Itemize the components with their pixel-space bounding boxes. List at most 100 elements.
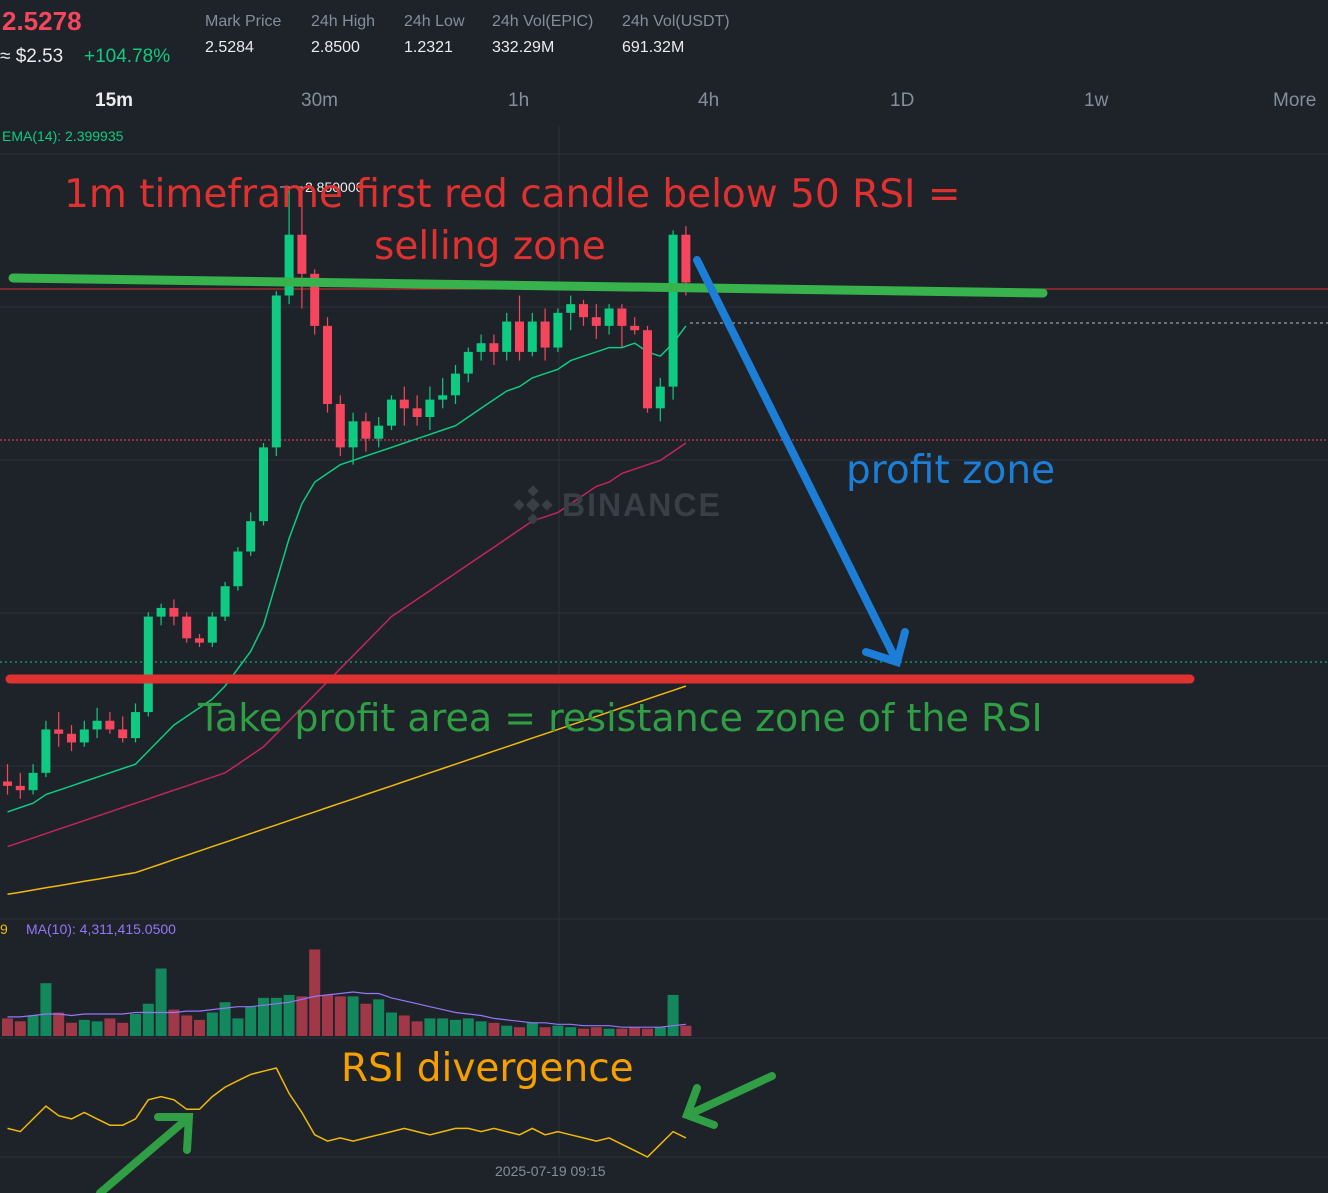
selling-zone-text-line1: 1m timeframe first red candle below 50 R… bbox=[64, 172, 961, 217]
rsi-arrow-right bbox=[681, 1072, 776, 1129]
candle-body bbox=[374, 425, 384, 439]
candle-body bbox=[681, 234, 691, 283]
last-price: 2.5278 bbox=[2, 6, 82, 36]
candle-body bbox=[169, 607, 179, 617]
candle-body bbox=[463, 351, 473, 374]
candle-body bbox=[579, 304, 588, 318]
selling-zone-text-line2: selling zone bbox=[374, 224, 606, 269]
stat-value-24h-high: 2.8500 bbox=[311, 39, 360, 56]
ma-mid-line bbox=[7, 442, 687, 848]
candle-body bbox=[643, 330, 652, 409]
volume-bar bbox=[2, 1018, 13, 1036]
stat-label-mark-price: Mark Price bbox=[205, 13, 282, 30]
volume-bar bbox=[40, 983, 52, 1036]
volume-bars bbox=[2, 949, 692, 1036]
candle-body bbox=[502, 321, 512, 352]
candle-body bbox=[156, 607, 166, 617]
candle-body bbox=[284, 234, 294, 296]
volume-bar bbox=[437, 1018, 449, 1036]
candle-body bbox=[566, 304, 576, 313]
stat-value-24h-vol-quote: 691.32M bbox=[622, 39, 685, 56]
candle-body bbox=[54, 729, 64, 734]
usd-price: ≈ $2.53 bbox=[0, 46, 64, 67]
candle-body bbox=[195, 638, 204, 643]
binance-watermark: BINANCE bbox=[512, 484, 722, 526]
stat-value-24h-vol-base: 332.29M bbox=[492, 39, 555, 56]
volume-bar bbox=[475, 1021, 487, 1036]
volume-ma-path bbox=[7, 991, 686, 1028]
volume-bar bbox=[360, 1003, 372, 1036]
candle-body bbox=[335, 403, 345, 448]
rsi-arrow-left bbox=[96, 1113, 194, 1193]
rsi-line bbox=[7, 1067, 687, 1158]
candle-body bbox=[604, 308, 614, 326]
candle-body bbox=[143, 616, 153, 713]
volume-bar bbox=[66, 1022, 77, 1036]
high-marker-label: 2.850000 bbox=[305, 179, 364, 195]
volume-bar bbox=[488, 1022, 500, 1036]
candle-body bbox=[182, 616, 192, 639]
volume-bar bbox=[578, 1028, 589, 1036]
volume-bar bbox=[206, 1012, 218, 1036]
volume-bar bbox=[514, 1027, 525, 1036]
volume-bar bbox=[398, 1015, 410, 1036]
candle-body bbox=[540, 321, 550, 348]
volume-bar bbox=[347, 996, 359, 1036]
candle-body bbox=[515, 321, 524, 352]
volume-bar bbox=[462, 1018, 474, 1036]
candle-body bbox=[655, 386, 665, 409]
tab-more[interactable]: More bbox=[1273, 90, 1317, 111]
volume-bar bbox=[270, 997, 282, 1036]
binance-logo-icon bbox=[513, 485, 553, 525]
volume-bar bbox=[168, 1009, 180, 1036]
candle-body bbox=[28, 772, 38, 791]
tab-1d[interactable]: 1D bbox=[890, 90, 915, 111]
volume-bar bbox=[667, 994, 679, 1036]
change-percent: +104.78% bbox=[84, 46, 171, 67]
volume-bar bbox=[654, 1027, 666, 1036]
volume-bar bbox=[104, 1018, 116, 1036]
ema-path bbox=[7, 325, 687, 813]
candle-body bbox=[489, 343, 499, 352]
volume-bar bbox=[590, 1027, 602, 1036]
stat-label-24h-low: 24h Low bbox=[404, 13, 465, 30]
candle-body bbox=[668, 234, 678, 387]
candle-body bbox=[553, 312, 563, 348]
tab-1w[interactable]: 1w bbox=[1084, 90, 1109, 111]
volume-bar bbox=[245, 1006, 257, 1036]
stat-label-24h-vol-quote: 24h Vol(USDT) bbox=[622, 13, 730, 30]
tab-15m[interactable]: 15m bbox=[95, 90, 134, 111]
candle-body bbox=[617, 308, 627, 326]
candle-body bbox=[310, 273, 320, 326]
volume-bar bbox=[680, 1025, 692, 1036]
ma-slow-path bbox=[7, 685, 687, 896]
resistance-line bbox=[8, 273, 1048, 298]
volume-bar bbox=[91, 1021, 103, 1036]
time-axis-label: 2025-07-19 09:15 bbox=[495, 1163, 606, 1179]
candle-body bbox=[79, 729, 89, 743]
watermark-text: BINANCE bbox=[562, 486, 722, 523]
volume-bar bbox=[194, 1019, 205, 1036]
stat-value-24h-low: 1.2321 bbox=[404, 39, 453, 56]
candle-body bbox=[591, 317, 601, 326]
candle-body bbox=[271, 295, 281, 448]
rsi-divergence-text: RSI divergence bbox=[341, 1046, 634, 1091]
candle-body bbox=[105, 720, 115, 730]
ma-mid-path bbox=[7, 442, 687, 848]
tab-30m[interactable]: 30m bbox=[301, 90, 338, 111]
tab-4h[interactable]: 4h bbox=[698, 90, 720, 111]
candle-body bbox=[220, 586, 230, 617]
ema-line bbox=[7, 325, 687, 813]
volume-bar bbox=[373, 999, 385, 1036]
tab-1h[interactable]: 1h bbox=[508, 90, 530, 111]
candle-body bbox=[361, 421, 371, 439]
candle-body bbox=[527, 321, 537, 352]
candle-body bbox=[3, 781, 12, 786]
volume-bar bbox=[14, 1021, 26, 1036]
volume-ma-label: MA(10): 4,311,415.0500 bbox=[26, 921, 176, 937]
candle-body bbox=[323, 325, 332, 404]
candle-body bbox=[259, 447, 268, 522]
volume-bar bbox=[552, 1025, 564, 1036]
volume-bar bbox=[27, 1015, 39, 1036]
